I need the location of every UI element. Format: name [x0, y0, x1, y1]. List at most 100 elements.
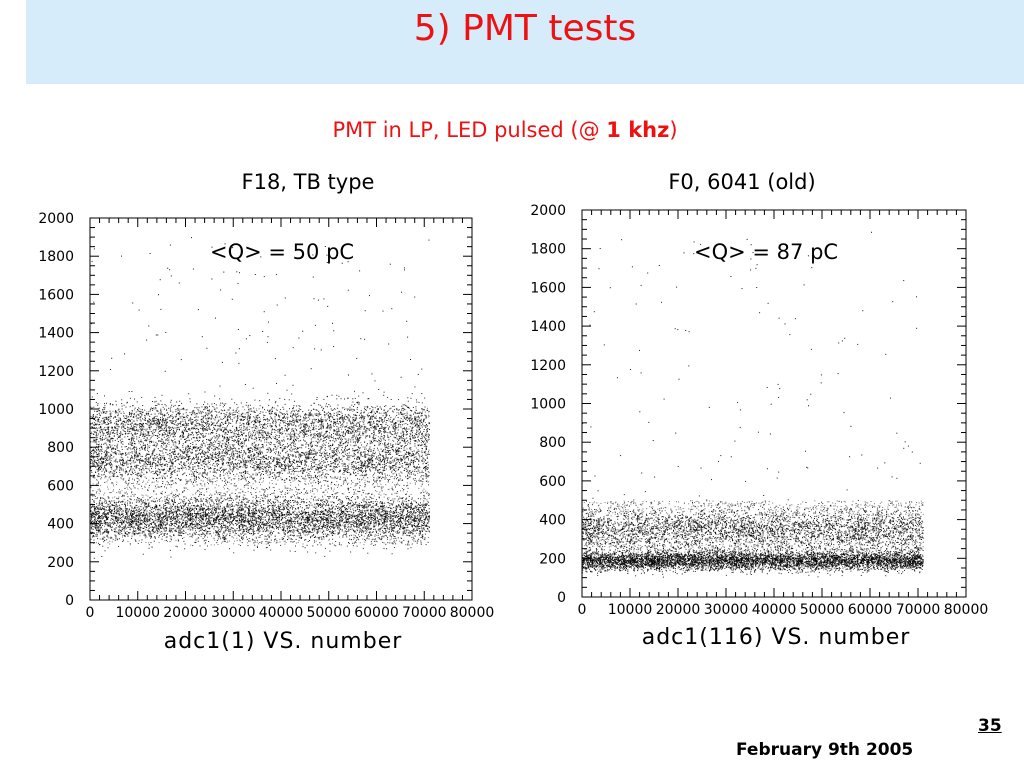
- data-point: [264, 507, 266, 509]
- data-point: [168, 530, 170, 532]
- data-point: [345, 514, 347, 516]
- data-point: [108, 531, 110, 533]
- data-point: [242, 539, 244, 541]
- data-point: [382, 541, 384, 543]
- data-point: [96, 503, 98, 505]
- data-point: [195, 517, 196, 519]
- data-point: [221, 502, 223, 504]
- data-point: [226, 491, 228, 493]
- data-point: [324, 555, 326, 557]
- data-point: [225, 538, 227, 540]
- data-point: [141, 539, 143, 541]
- data-point: [159, 518, 161, 520]
- data-point: [147, 505, 149, 507]
- data-point: [195, 520, 197, 522]
- data-point: [258, 529, 260, 531]
- data-point: [126, 531, 128, 533]
- data-point: [189, 529, 191, 531]
- data-point: [374, 520, 376, 522]
- data-point: [378, 510, 380, 512]
- data-point: [129, 518, 131, 520]
- data-point: [195, 513, 196, 515]
- data-point: [341, 513, 343, 515]
- data-point: [136, 510, 138, 512]
- data-point: [306, 519, 308, 521]
- data-point: [304, 534, 306, 536]
- data-point: [337, 510, 339, 512]
- data-point: [195, 524, 197, 526]
- data-point: [136, 528, 138, 530]
- data-point: [426, 503, 428, 505]
- data-point: [120, 530, 122, 532]
- data-point: [236, 509, 238, 511]
- data-point: [279, 506, 281, 508]
- data-point: [144, 510, 146, 512]
- data-point: [328, 515, 330, 517]
- data-point: [278, 505, 280, 507]
- data-point: [162, 519, 164, 521]
- data-point: [284, 526, 286, 528]
- data-point: [287, 509, 289, 510]
- data-point: [136, 509, 138, 511]
- data-point: [218, 512, 219, 514]
- data-point: [256, 503, 258, 505]
- data-point: [367, 493, 369, 495]
- data-point: [398, 515, 400, 517]
- data-point: [205, 509, 207, 511]
- data-point: [122, 513, 124, 515]
- data-point: [372, 538, 374, 540]
- data-point: [261, 488, 263, 490]
- data-point: [119, 492, 121, 494]
- data-point: [241, 542, 243, 544]
- data-point: [402, 517, 404, 519]
- data-point: [386, 513, 388, 515]
- data-point: [266, 521, 268, 523]
- data-point: [386, 516, 388, 518]
- data-point: [240, 522, 242, 524]
- data-point: [227, 517, 229, 519]
- data-point: [351, 514, 353, 516]
- data-point: [183, 530, 185, 532]
- data-point: [386, 524, 388, 525]
- data-point: [429, 531, 430, 533]
- data-point: [110, 537, 112, 539]
- data-point: [295, 539, 297, 540]
- data-point: [151, 546, 153, 548]
- data-point: [401, 508, 403, 510]
- data-point: [412, 520, 414, 522]
- data-point: [214, 506, 216, 508]
- data-point: [104, 506, 106, 507]
- data-point: [216, 542, 218, 544]
- data-point: [206, 545, 208, 547]
- data-point: [413, 521, 415, 523]
- data-point: [304, 517, 306, 519]
- data-point: [341, 511, 343, 513]
- data-point: [281, 505, 283, 507]
- data-point: [263, 508, 265, 510]
- data-point: [173, 516, 175, 518]
- data-point: [275, 507, 277, 508]
- data-point: [388, 531, 390, 533]
- data-point: [101, 504, 103, 506]
- data-point: [187, 534, 189, 536]
- data-point: [150, 507, 152, 509]
- data-point: [262, 514, 263, 516]
- data-point: [113, 528, 115, 530]
- data-point: [400, 497, 402, 499]
- data-point: [348, 514, 350, 516]
- data-point: [364, 510, 366, 512]
- data-point: [192, 524, 194, 525]
- data-point: [137, 498, 139, 500]
- data-point: [93, 520, 95, 522]
- data-point: [95, 507, 96, 509]
- data-point: [121, 504, 123, 505]
- data-point: [232, 512, 234, 514]
- data-point: [252, 530, 254, 532]
- data-point: [156, 500, 158, 502]
- data-point: [357, 530, 359, 532]
- data-point: [383, 522, 385, 524]
- data-point: [93, 500, 95, 502]
- data-point: [306, 544, 308, 546]
- data-point: [324, 509, 326, 510]
- data-point: [200, 512, 201, 514]
